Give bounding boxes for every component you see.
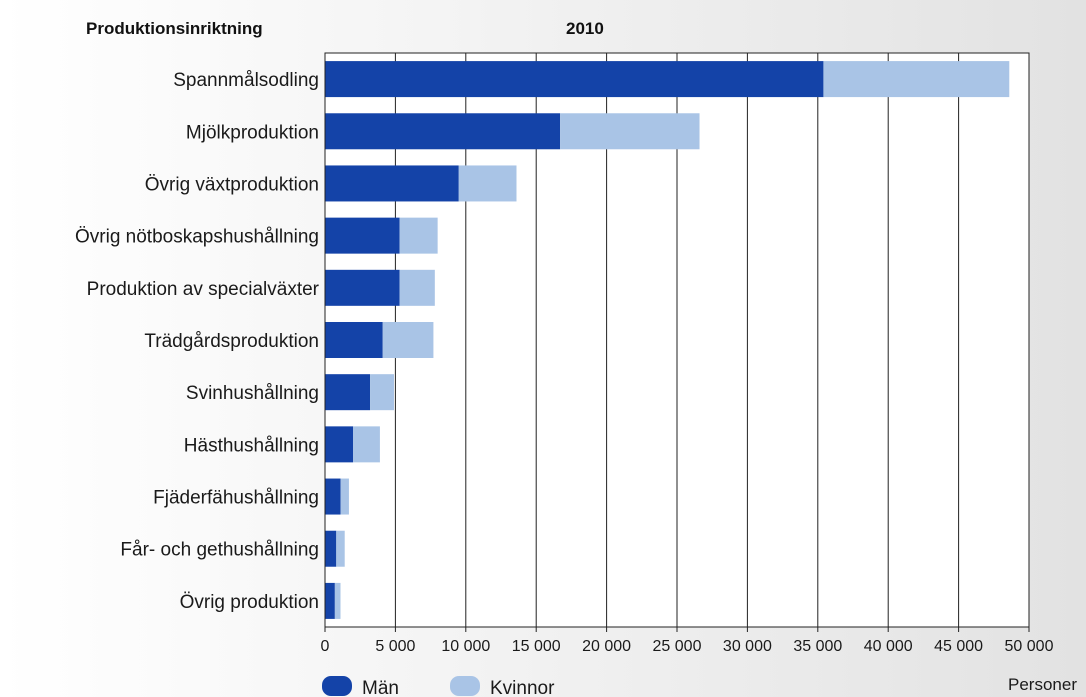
- bar-man: [325, 269, 400, 306]
- bar-kvinnor: [458, 165, 517, 202]
- bar-man: [325, 61, 824, 98]
- bar-kvinnor: [370, 374, 394, 411]
- x-tick-label: 0: [321, 638, 330, 655]
- bar-man: [325, 322, 383, 358]
- x-axis-unit: Personer: [1008, 675, 1077, 694]
- legend-swatch-kvinnor: [450, 676, 480, 696]
- category-label: Övrig produktion: [180, 592, 319, 613]
- legend-label-kvinnor: Kvinnor: [490, 678, 555, 697]
- x-tick-label: 40 000: [864, 638, 913, 655]
- category-label: Mjölkproduktion: [186, 122, 319, 143]
- bar-man: [325, 478, 341, 515]
- category-label: Trädgårdsproduktion: [144, 331, 319, 352]
- bar-kvinnor: [399, 269, 435, 306]
- x-tick-label: 15 000: [512, 638, 561, 655]
- category-label: Produktion av specialväxter: [87, 279, 320, 300]
- bar-kvinnor: [560, 113, 700, 150]
- bar-man: [325, 113, 561, 150]
- bar-kvinnor: [334, 582, 341, 619]
- bar-kvinnor: [823, 61, 1010, 98]
- legend-label-man: Män: [362, 678, 399, 697]
- x-tick-label: 5 000: [375, 638, 415, 655]
- bar-kvinnor: [353, 426, 380, 463]
- bar-man: [325, 165, 459, 202]
- bar-man: [325, 426, 354, 463]
- category-label: Spannmålsodling: [173, 70, 319, 91]
- bar-kvinnor: [340, 478, 349, 515]
- bars: [325, 61, 1010, 619]
- bar-man: [325, 582, 335, 619]
- bar-man: [325, 374, 371, 411]
- bar-kvinnor: [336, 530, 345, 567]
- legend: Män Kvinnor: [322, 676, 555, 697]
- bar-kvinnor: [382, 322, 434, 358]
- category-label: Fjäderfähushållning: [153, 488, 319, 509]
- chart-year: 2010: [566, 19, 604, 38]
- category-label: Hästhushållning: [184, 435, 319, 456]
- bar-man: [325, 530, 337, 567]
- category-label: Svinhushållning: [186, 383, 319, 404]
- bar-kvinnor: [399, 217, 438, 254]
- x-tick-label: 50 000: [1005, 638, 1054, 655]
- x-tick-label: 30 000: [723, 638, 772, 655]
- category-heading: Produktionsinriktning: [86, 19, 263, 38]
- category-label: Övrig växtproduktion: [145, 174, 319, 195]
- x-tick-label: 10 000: [441, 638, 490, 655]
- legend-swatch-man: [322, 676, 352, 696]
- x-tick-label: 20 000: [582, 638, 631, 655]
- bar-man: [325, 217, 400, 254]
- category-label: Övrig nötboskapshushållning: [75, 227, 319, 248]
- category-label: Får- och gethushållning: [120, 540, 319, 561]
- x-tick-label: 35 000: [793, 638, 842, 655]
- x-tick-labels: 0 5 000 10 000 15 000 20 000 25 000 30 000 35 0…: [321, 638, 1054, 655]
- category-labels: Spannmålsodling Mjölkproduktion Övrig växt…: [75, 70, 320, 613]
- plot-border: [324, 52, 1030, 628]
- x-tick-label: 45 000: [934, 638, 983, 655]
- x-tick-label: 25 000: [653, 638, 702, 655]
